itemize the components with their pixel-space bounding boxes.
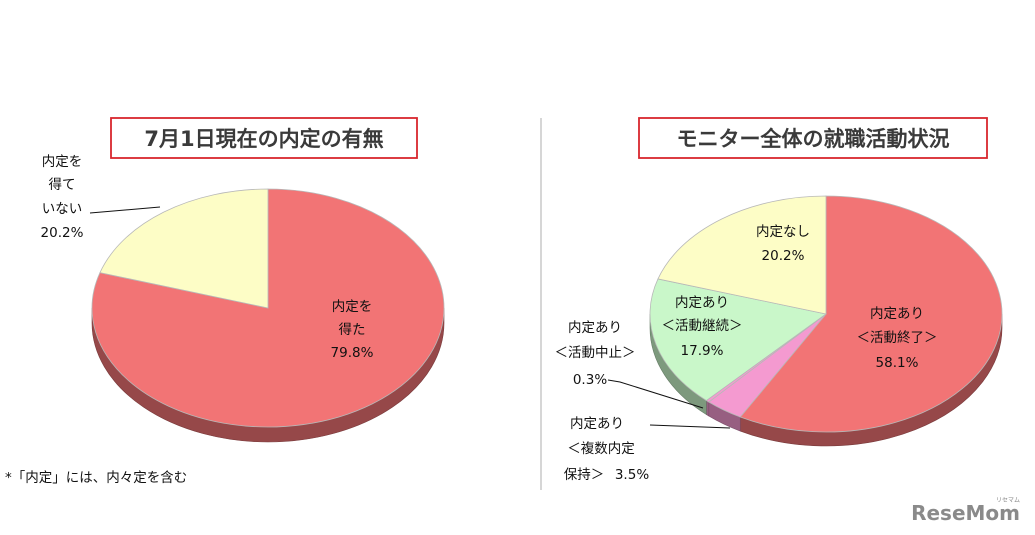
chart1-label-no-line1: 内定を	[42, 154, 83, 170]
chart1-label-yes-value: 79.8%	[331, 345, 374, 361]
chart1-leader-line	[89, 206, 161, 214]
chart2-label-none-line1: 内定なし	[756, 224, 810, 240]
chart2-leader-multi	[649, 424, 731, 429]
chart2-pie	[649, 195, 1003, 447]
chart2-label-stopped-value: 0.3%	[573, 372, 607, 388]
chart2-label-finished-line2: ＜活動終了＞	[857, 330, 938, 346]
chart1-labels: 内定を 得た 79.8% 内定を 得て いない 20.2%	[41, 154, 374, 361]
chart2-label-continue-value: 17.9%	[681, 343, 724, 359]
chart1-label-no-line2: 得て	[49, 176, 76, 193]
pie1-slice-2	[99, 188, 269, 309]
chart2-label-none-value: 20.2%	[762, 248, 805, 264]
chart1-label-no-value: 20.2%	[41, 225, 84, 241]
chart2-label-finished-value: 58.1%	[876, 355, 919, 371]
chart2-leader-stopped	[607, 379, 704, 409]
pie2-slice-5	[657, 195, 827, 315]
chart1-title-box	[110, 117, 418, 159]
chart2-labels: 内定なし 20.2% 内定あり ＜活動継続＞ 17.9% 内定あり ＜活動終了＞…	[555, 224, 938, 483]
chart2-title: モニター全体の就職活動状況	[677, 127, 950, 151]
chart2-label-continue-line1: 内定あり	[675, 295, 729, 311]
pie2-slice-4	[649, 278, 827, 402]
chart1-label-yes-line2: 得た	[339, 321, 366, 338]
chart2-title-box	[638, 117, 988, 159]
resemom-logo-superscript: リセマム	[996, 497, 1020, 504]
chart1-title: 7月1日現在の内定の有無	[144, 127, 383, 151]
pie2-side-3	[706, 399, 710, 417]
chart2-label-multi-line3: 保持＞	[564, 467, 605, 483]
chart2-label-finished-line1: 内定あり	[870, 306, 924, 322]
resemom-logo: ReseMom	[911, 501, 1020, 525]
chart2-label-continue-line2: ＜活動継続＞	[662, 318, 743, 334]
chart1-label-no-line3: いない	[42, 201, 83, 217]
chart2-label-multi-line1: 内定あり	[570, 416, 624, 432]
chart1-pie	[91, 188, 445, 443]
chart2-label-multi-line2: ＜複数内定	[567, 440, 635, 457]
chart2-label-stopped-line2: ＜活動中止＞	[555, 345, 636, 361]
pie2-slice-1	[739, 195, 1003, 433]
chart2-label-stopped-line1: 内定あり	[568, 320, 622, 336]
chart1-label-yes-line1: 内定を	[332, 299, 373, 315]
footnote: *「内定」には、内々定を含む	[5, 470, 187, 486]
chart2-label-multi-value: 3.5%	[615, 467, 649, 483]
